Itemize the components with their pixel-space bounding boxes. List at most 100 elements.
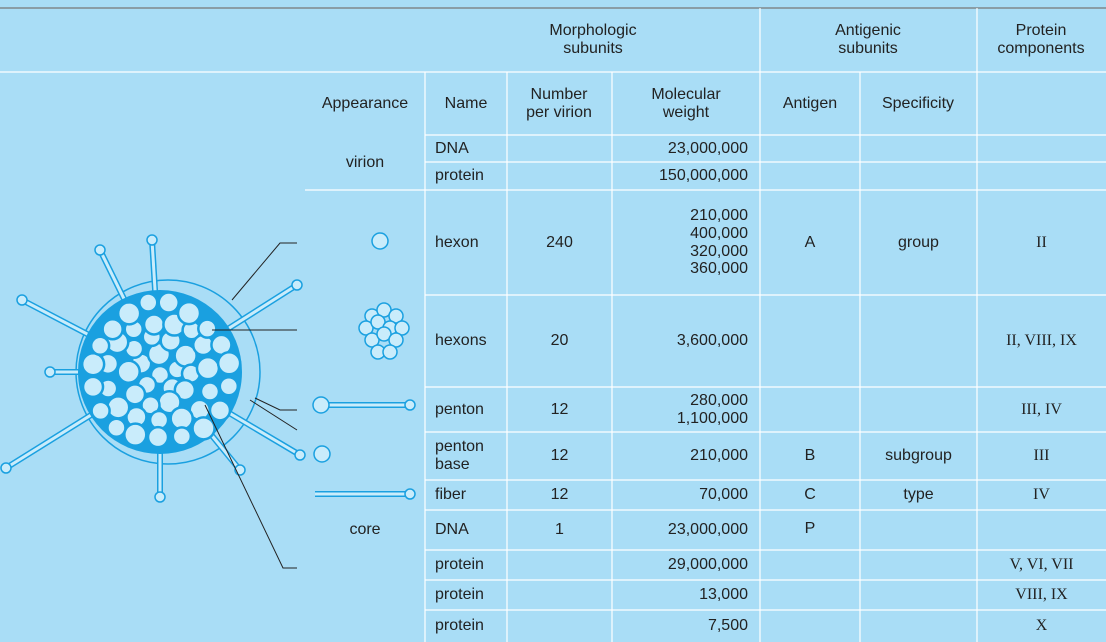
protein-components: VIII, IX <box>1015 586 1068 604</box>
capsomer <box>116 301 142 326</box>
name: DNA <box>435 521 469 539</box>
icon-circle <box>370 314 386 330</box>
specificity: group <box>898 233 939 251</box>
weight-value: 280,000 <box>690 391 748 409</box>
capsomer <box>191 416 216 441</box>
spike-knob <box>44 366 56 378</box>
capsomer <box>171 426 193 447</box>
name: protein <box>435 167 484 185</box>
capsomer <box>195 355 221 381</box>
icon-circle <box>388 332 404 348</box>
weight-value: 210,000 <box>690 207 748 225</box>
capsomer <box>218 375 240 397</box>
weight-value: 150,000,000 <box>659 167 748 185</box>
capsomer <box>105 395 131 420</box>
molecular-weight: 3,600,000 <box>612 295 760 387</box>
protein-components: X <box>1035 617 1048 635</box>
antigen: B <box>804 447 816 465</box>
appearance-icons <box>312 232 416 500</box>
name: DNA <box>435 139 469 157</box>
header-text: Protein components <box>997 22 1085 57</box>
capsomer <box>89 335 111 357</box>
group-header: Protein components <box>971 8 1106 72</box>
capsomer <box>81 375 105 399</box>
icon-circle <box>394 320 410 336</box>
spike-knob <box>291 279 303 291</box>
specificity: type <box>903 486 934 504</box>
weight-value: 210,000 <box>690 447 748 465</box>
number: 240 <box>546 233 573 251</box>
weight-value: 70,000 <box>699 486 748 504</box>
header-text: Antigen <box>782 94 838 112</box>
name: protein <box>435 556 484 574</box>
molecular-weight: 150,000,000 <box>612 162 760 190</box>
capsomer <box>176 300 202 326</box>
column-header: Molecular weight <box>616 72 756 135</box>
number: 12 <box>550 486 569 504</box>
number: 1 <box>555 521 564 539</box>
header-text: Specificity <box>881 94 955 112</box>
spike-knob <box>294 449 306 461</box>
capsomer <box>101 317 124 341</box>
header-text: Number per virion <box>526 85 592 121</box>
weight-value: 1,100,000 <box>676 409 748 427</box>
molecular-weight: 23,000,000 <box>612 135 760 162</box>
weight-value: 23,000,000 <box>667 521 748 539</box>
appearance: virion <box>345 153 385 171</box>
capsomer <box>106 417 127 438</box>
capsomer <box>199 381 221 402</box>
molecular-weight: 29,000,000 <box>612 550 760 580</box>
weight-value: 360,000 <box>690 260 748 278</box>
group-header: Antigenic subunits <box>798 8 938 72</box>
name: protein <box>435 586 484 604</box>
icon-circle <box>382 344 398 360</box>
capsomer <box>80 351 106 377</box>
capsomer <box>138 292 159 313</box>
protein-components: V, VI, VII <box>1009 556 1074 574</box>
weight-value: 3,600,000 <box>676 332 748 350</box>
molecular-weight: 70,000 <box>612 480 760 510</box>
leader-lines <box>204 242 298 569</box>
capsomer <box>142 313 166 336</box>
capsomer <box>90 400 111 422</box>
header-text: Appearance <box>321 94 409 112</box>
capsomer <box>146 425 170 449</box>
name: penton base <box>435 438 484 473</box>
group-header: Morphologic subunits <box>523 8 663 72</box>
name: penton <box>435 400 484 418</box>
icon-circle <box>376 326 392 342</box>
name: protein <box>435 617 484 635</box>
header-text: Molecular weight <box>651 85 721 121</box>
number: 12 <box>550 400 569 418</box>
spike-knob <box>154 491 166 503</box>
icon-circle <box>358 320 374 336</box>
number: 20 <box>550 332 569 350</box>
column-header: Specificity <box>848 72 988 135</box>
number: 12 <box>550 447 569 465</box>
protein-components: II, VIII, IX <box>1006 332 1077 350</box>
spike-knob <box>94 244 106 256</box>
molecular-weight: 280,000 1,100,000 <box>612 387 760 432</box>
header-text: Morphologic subunits <box>549 22 637 57</box>
column-header: Appearance <box>295 72 435 135</box>
weight-value: 320,000 <box>690 242 748 260</box>
spike-knob <box>146 234 158 246</box>
antigen: C <box>804 486 816 504</box>
capsomer <box>157 291 180 314</box>
name: hexons <box>435 332 487 350</box>
capsomer <box>173 378 197 402</box>
specificity: subgroup <box>885 447 952 465</box>
capsomer <box>123 422 148 447</box>
protein-components: III, IV <box>1021 400 1062 418</box>
icon-circle <box>376 302 392 318</box>
capsomer <box>116 359 141 385</box>
name: hexon <box>435 233 479 251</box>
weight-value: 13,000 <box>699 586 748 604</box>
column-header: Name <box>396 72 536 135</box>
antigen: P <box>804 520 816 537</box>
icon-circle <box>388 308 404 324</box>
capsomer <box>208 399 232 422</box>
molecular-weight: 13,000 <box>612 580 760 610</box>
